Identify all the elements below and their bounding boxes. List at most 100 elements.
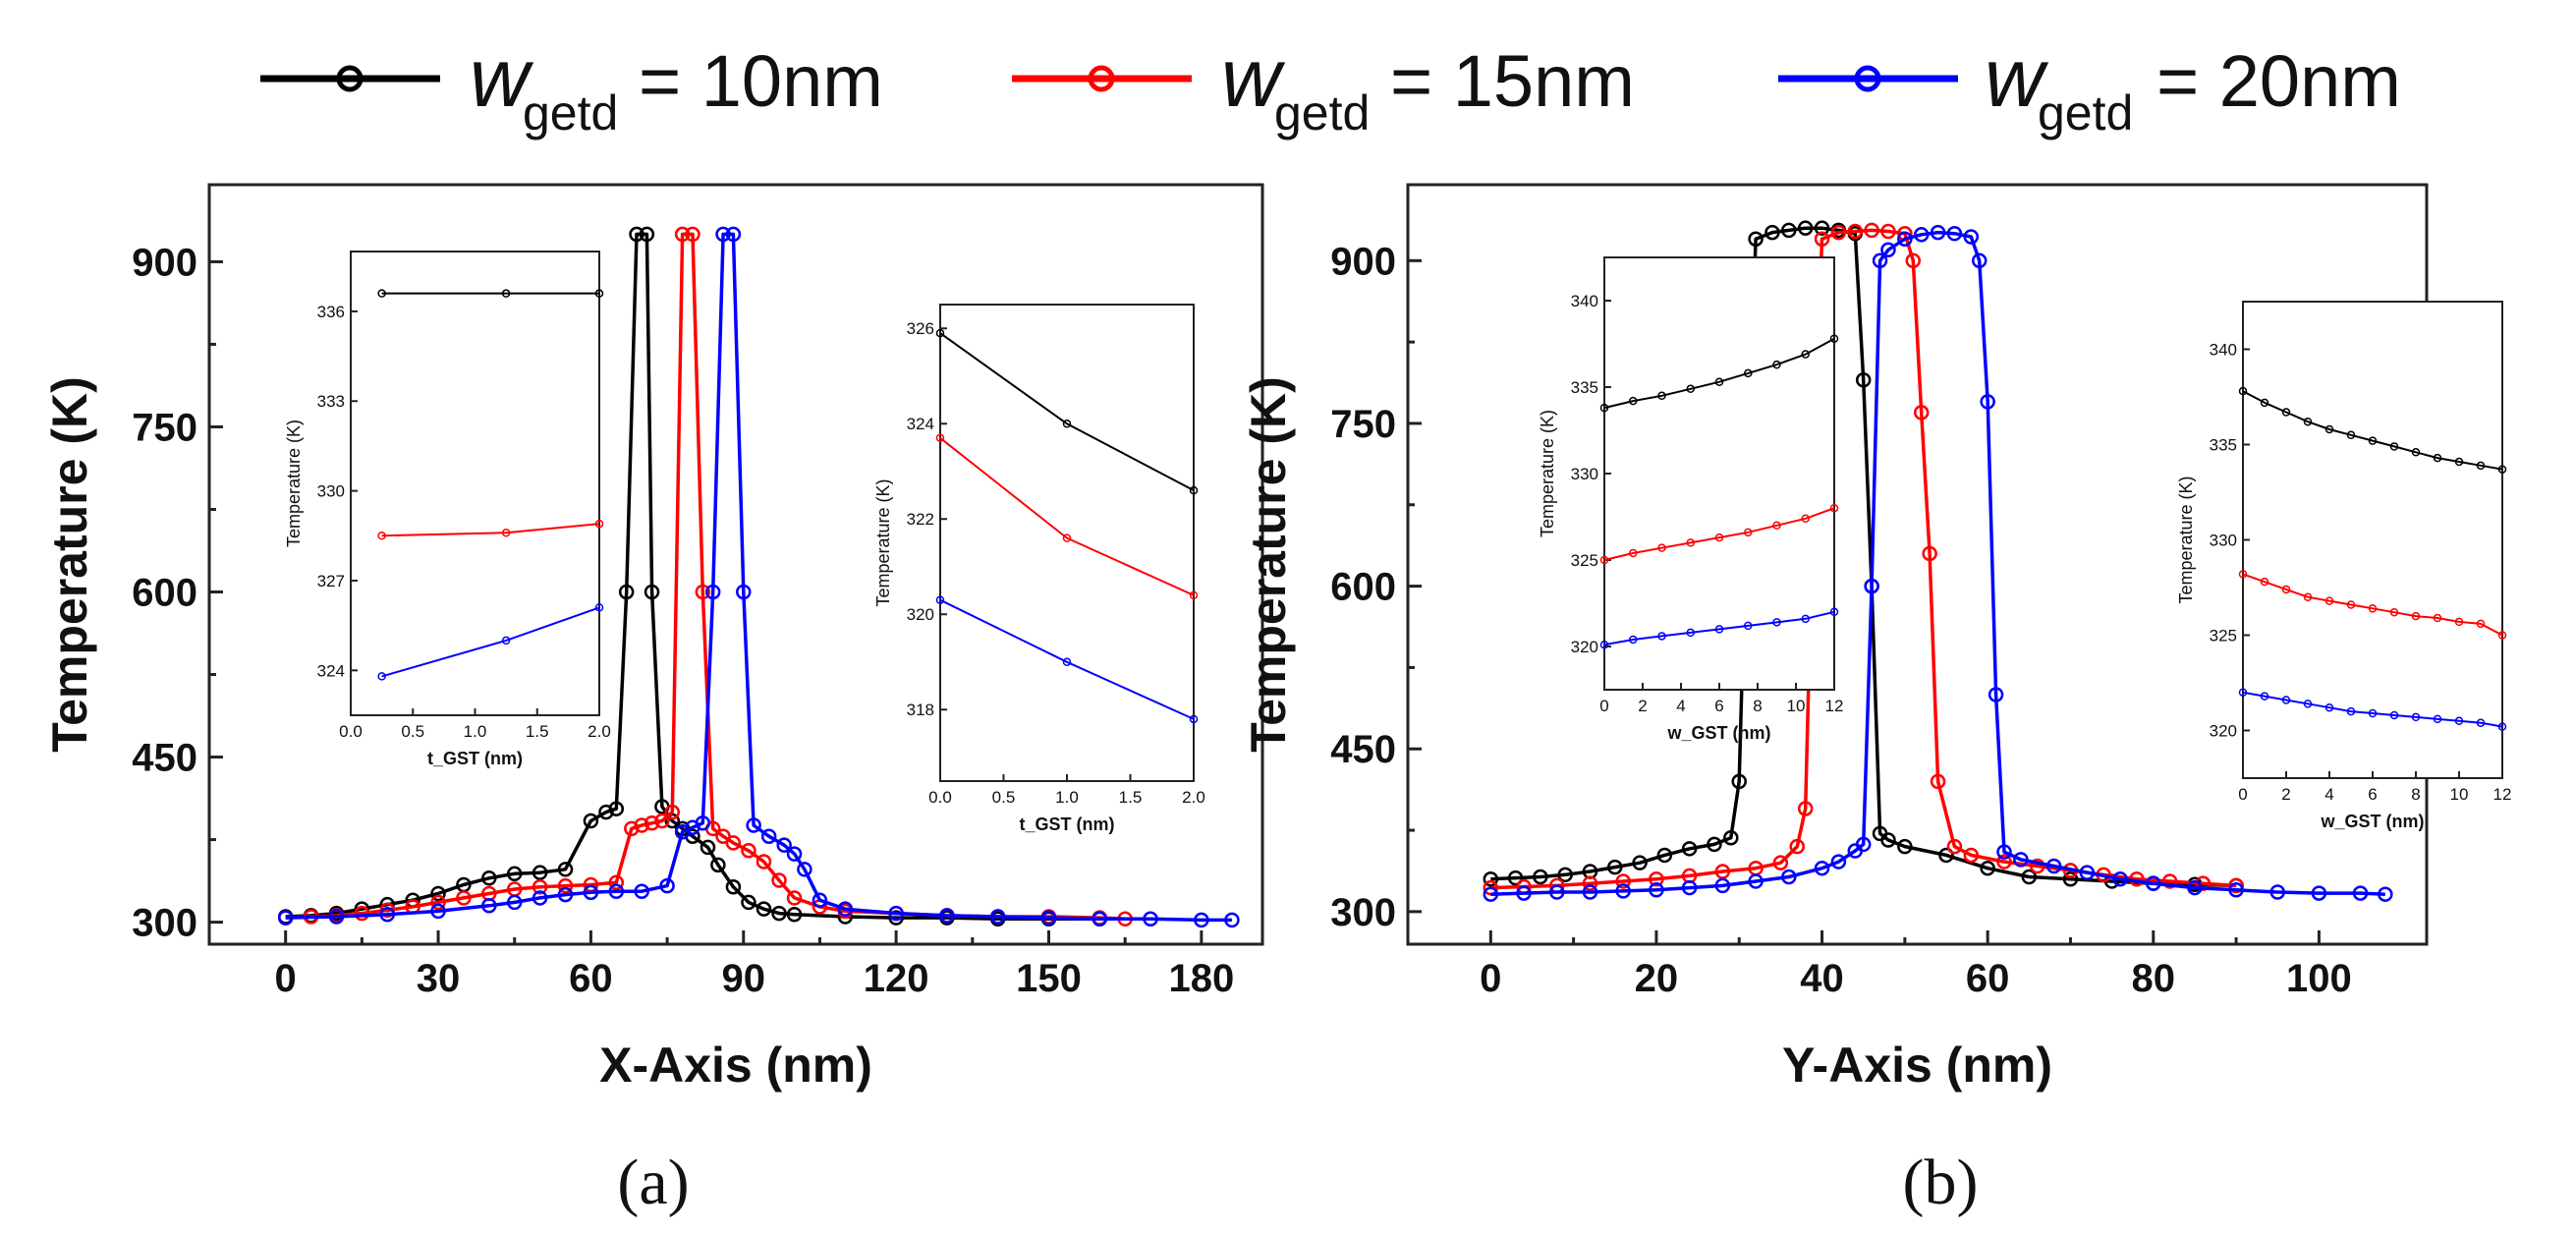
b-main-data-point bbox=[1797, 801, 1814, 816]
b-main-y-tick-label: 450 bbox=[1330, 728, 1396, 771]
b-inset-left-data-point bbox=[1772, 618, 1781, 627]
b-inset-right-data-point bbox=[2303, 700, 2313, 708]
b-main-data-point bbox=[1723, 830, 1739, 846]
b-main-data-point bbox=[1483, 870, 1499, 887]
a-main-data-point bbox=[1224, 912, 1240, 928]
b-main-data-point bbox=[1897, 838, 1913, 855]
b-main-data-point bbox=[2045, 858, 2062, 874]
b-inset-right-data-point bbox=[2476, 619, 2486, 629]
a-main-data-point bbox=[710, 857, 726, 873]
b-inset-left-series-1 bbox=[1599, 503, 1839, 565]
b-main-data-point bbox=[2062, 870, 2079, 887]
b-main-data-point bbox=[1971, 253, 1988, 269]
a-main-x-tick-label: 150 bbox=[1016, 957, 1082, 1000]
b-inset-right-y-axis-label: Temperature (K) bbox=[2176, 476, 2196, 603]
panel-label-a: (a) bbox=[617, 1147, 689, 1218]
a-main-x-tick-label: 180 bbox=[1168, 957, 1234, 1000]
b-inset-left-x-tick-label: 4 bbox=[1676, 697, 1685, 715]
b-main-data-point bbox=[1483, 886, 1499, 902]
b-main-data-point bbox=[1681, 841, 1698, 857]
b-main-data-point bbox=[2228, 882, 2244, 898]
a-inset-left-series-line bbox=[381, 523, 600, 537]
b-inset-left-y-axis-label: Temperature (K) bbox=[1538, 410, 1557, 537]
a-inset-left-data-point bbox=[594, 603, 604, 612]
a-inset-right-data-point bbox=[1062, 420, 1072, 428]
a-main-data-point bbox=[481, 898, 497, 914]
b-inset-right-data-point bbox=[2433, 453, 2442, 463]
b-inset-left-data-point bbox=[1714, 625, 1724, 634]
b-main-data-point bbox=[2161, 873, 2178, 889]
b-main-data-point bbox=[1980, 860, 1995, 876]
a-main-data-point bbox=[608, 874, 625, 891]
b-main-y-tick-label: 300 bbox=[1330, 891, 1396, 934]
a-inset-right-plot-frame bbox=[939, 304, 1195, 782]
b-main-data-point bbox=[1582, 884, 1598, 900]
b-inset-left-data-point bbox=[1801, 514, 1810, 524]
a-inset-right-series-line bbox=[939, 332, 1195, 491]
b-inset-right-x-tick-label: 10 bbox=[2450, 785, 2469, 804]
b-inset-right-data-point bbox=[2411, 712, 2421, 722]
a-main-data-point bbox=[888, 910, 904, 926]
b-inset-left-x-tick-label: 0 bbox=[1599, 697, 1608, 715]
b-inset-right-y-tick-label: 330 bbox=[2210, 531, 2237, 549]
a-main-data-point bbox=[1092, 911, 1108, 926]
b-main-data-point bbox=[1963, 229, 1980, 245]
b-inset-left-data-point bbox=[1714, 377, 1724, 386]
a-main-data-point bbox=[1194, 912, 1209, 928]
a-main-data-point bbox=[354, 905, 370, 922]
b-main-data-point bbox=[1880, 832, 1896, 848]
a-inset-right-data-point bbox=[935, 595, 945, 604]
b-inset-left-data-point bbox=[1829, 334, 1839, 343]
legend-prefix-15nm: w bbox=[1221, 31, 1286, 124]
b-main-data-point bbox=[1864, 578, 1879, 594]
a-main-data-point bbox=[674, 226, 691, 243]
b-inset-right-x-tick-label: 0 bbox=[2238, 785, 2247, 804]
b-main-data-point bbox=[1615, 883, 1631, 899]
b-inset-left-series-0 bbox=[1599, 334, 1839, 413]
b-inset-right-series-line bbox=[2242, 573, 2503, 637]
b-main-data-point bbox=[2029, 858, 2045, 874]
a-inset-left-data-point bbox=[377, 289, 386, 298]
a-inset-right-x-axis-label: t_GST (nm) bbox=[1020, 814, 1115, 834]
b-inset-left-series-line bbox=[1603, 507, 1835, 561]
a-main-data-point bbox=[776, 837, 792, 853]
b-inset-right-data-point bbox=[2238, 386, 2248, 396]
b-main-data-point bbox=[1748, 231, 1764, 247]
b-inset-right-data-point bbox=[2238, 688, 2248, 697]
b-inset-right-data-point bbox=[2346, 600, 2356, 609]
b-inset-left-data-point bbox=[1599, 403, 1609, 413]
a-main-data-point bbox=[695, 584, 711, 600]
b-inset-left-plot-frame bbox=[1603, 256, 1835, 691]
a-main-x-tick-label: 0 bbox=[275, 957, 297, 1000]
a-inset-right-series-1 bbox=[935, 433, 1199, 600]
a-main-series-0 bbox=[277, 226, 1108, 926]
b-inset-right-data-point bbox=[2281, 408, 2291, 417]
b-main-series-0 bbox=[1483, 220, 2244, 894]
b-main-data-point bbox=[1615, 873, 1631, 889]
b-inset-left-x-tick-label: 8 bbox=[1753, 697, 1762, 715]
b-main-data-point bbox=[2228, 877, 2244, 894]
b-main-data-point bbox=[1549, 884, 1565, 900]
b-inset-right-x-tick-label: 2 bbox=[2281, 785, 2290, 804]
b-main-series-line bbox=[1490, 230, 2385, 896]
a-main-data-point bbox=[654, 813, 670, 829]
b-inset-right-x-tick-label: 6 bbox=[2368, 785, 2377, 804]
b-main-data-point bbox=[1533, 869, 1548, 885]
b-main-data-point bbox=[1963, 847, 1980, 864]
legend-value-10nm: = 10nm bbox=[639, 40, 883, 122]
a-main-y-tick-label: 300 bbox=[132, 902, 197, 945]
b-inset-left-data-point bbox=[1714, 533, 1724, 542]
a-inset-left-data-point bbox=[594, 289, 604, 298]
a-main-data-point bbox=[481, 870, 497, 886]
b-main-data-point bbox=[1946, 225, 1963, 242]
a-inset-left-series-line bbox=[381, 606, 600, 678]
legend-subscript-10nm: getd bbox=[523, 85, 618, 140]
b-main-x-tick-label: 80 bbox=[2132, 957, 2176, 1000]
b-main-data-point bbox=[2378, 886, 2393, 902]
b-main-x-tick-label: 0 bbox=[1480, 957, 1501, 1000]
b-main-series-2 bbox=[1483, 224, 2393, 902]
a-main-data-point bbox=[634, 883, 649, 899]
a-main-data-point bbox=[812, 892, 828, 908]
a-main-data-point bbox=[760, 828, 777, 844]
